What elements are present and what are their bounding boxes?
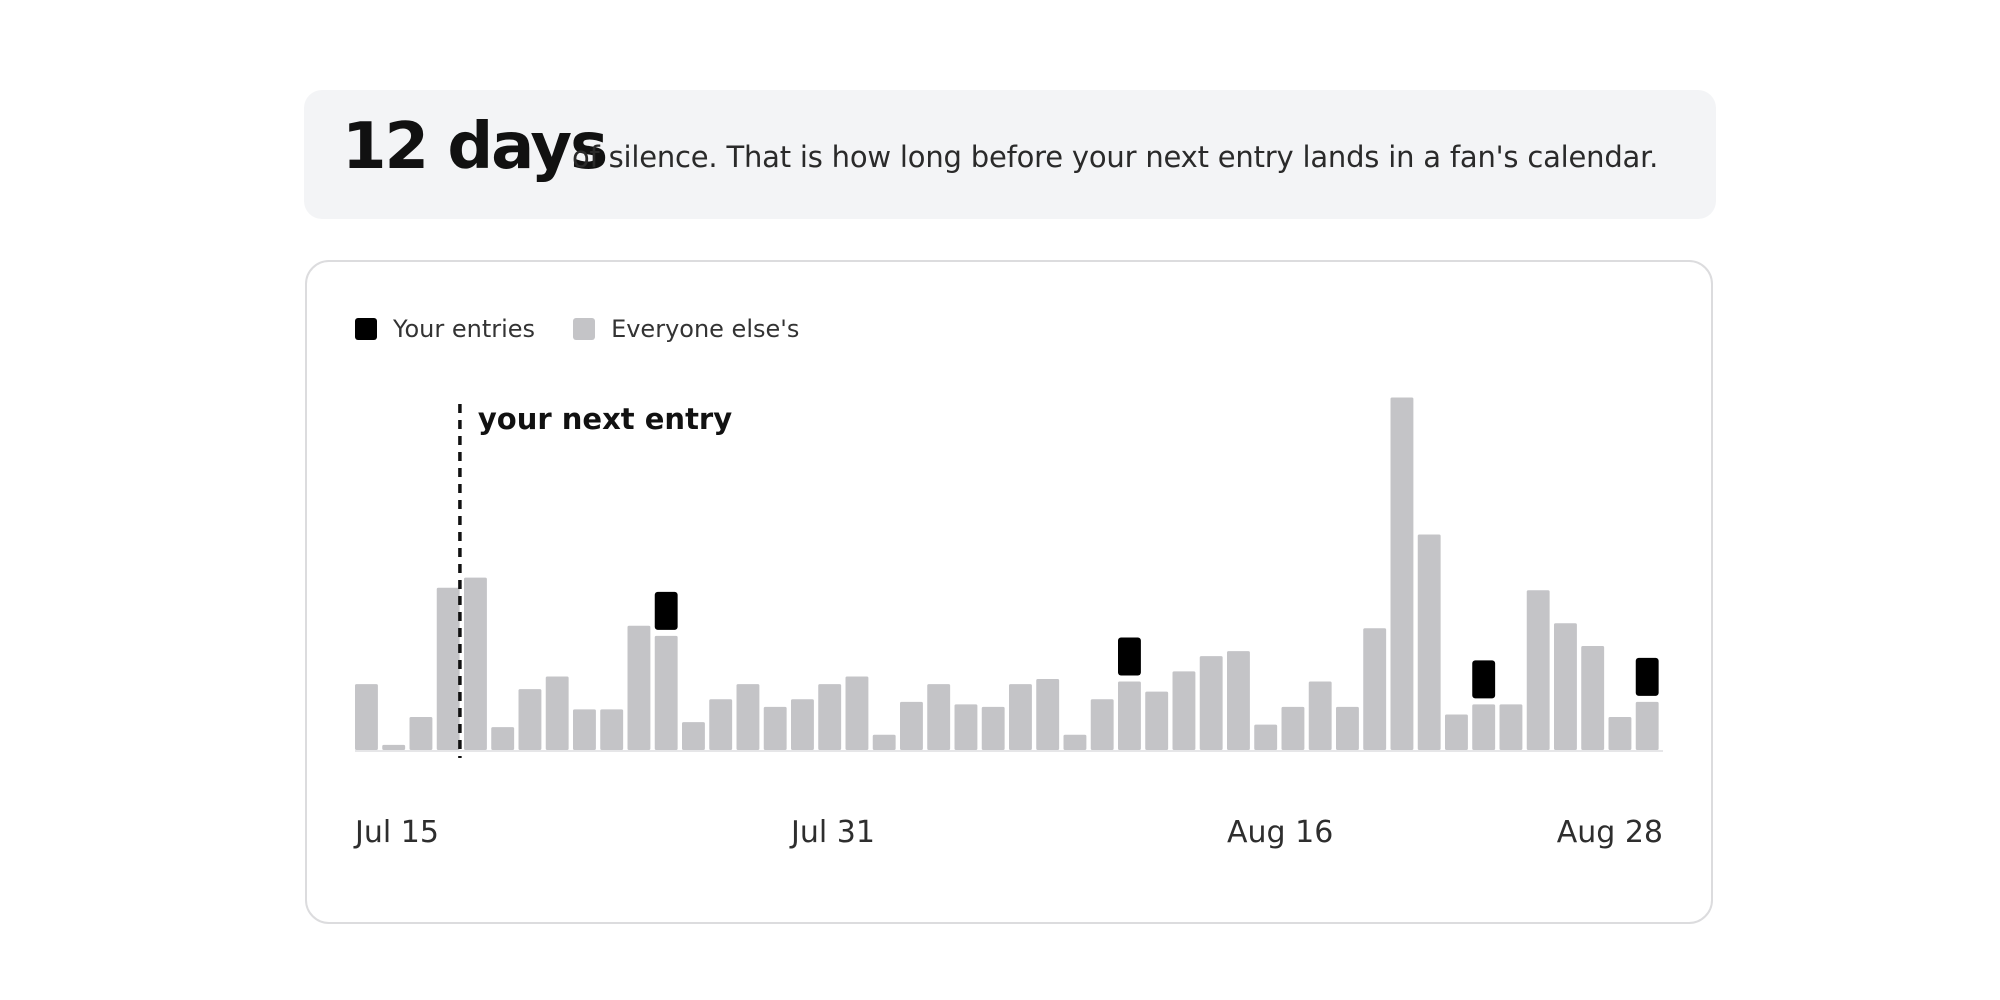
legend-swatch-your-entries [355, 318, 377, 340]
legend-item-everyone-else: Everyone else's [573, 315, 799, 343]
bar-everyone-else [791, 699, 814, 750]
bar-everyone-else [872, 734, 896, 750]
bar-everyone-else [1472, 704, 1496, 750]
bar-everyone-else [1635, 701, 1659, 750]
bar-everyone-else [1608, 717, 1632, 750]
bar-everyone-else [1009, 684, 1032, 750]
bar-everyone-else [518, 689, 542, 750]
bar-everyone-else [954, 704, 978, 750]
bar-everyone-else [1390, 397, 1414, 750]
x-tick-label: Jul 31 [789, 815, 875, 850]
bar-everyone-else [409, 717, 433, 750]
bar-everyone-else [1581, 646, 1605, 750]
bar-everyone-else [1145, 691, 1169, 750]
bar-your-entry [654, 591, 678, 630]
x-tick-label: Aug 16 [1227, 815, 1333, 850]
next-entry-annotation: your next entry [478, 402, 732, 436]
legend-item-your-entries: Your entries [355, 315, 535, 343]
bar-everyone-else [900, 701, 923, 750]
bar-everyone-else [600, 709, 624, 750]
bar-everyone-else [763, 706, 787, 750]
legend-label-everyone-else: Everyone else's [611, 315, 800, 343]
x-tick-label: Aug 28 [1557, 815, 1663, 850]
bar-everyone-else [1199, 656, 1223, 750]
bar-everyone-else [436, 587, 460, 750]
legend-swatch-everyone-else [573, 318, 596, 340]
chart-legend: Your entries Everyone else's [355, 315, 837, 343]
bar-your-entry [1118, 637, 1141, 676]
bar-everyone-else [709, 699, 733, 750]
bar-everyone-else [464, 577, 487, 750]
bar-everyone-else [573, 709, 596, 750]
bar-everyone-else [545, 676, 569, 750]
bar-chart: your next entry Jul 15 Jul 31 Aug 16 Aug 28 [353, 397, 1663, 850]
bar-everyone-else [845, 676, 869, 750]
bar-your-entry [1472, 660, 1496, 699]
days-count: 12 days [342, 110, 608, 184]
x-tick-label: Jul 15 [353, 815, 439, 850]
bar-everyone-else [1526, 590, 1550, 750]
bar-everyone-else [1227, 651, 1250, 750]
bar-everyone-else [1363, 628, 1387, 750]
bar-everyone-else [1445, 714, 1468, 750]
bar-everyone-else [1417, 534, 1441, 750]
bar-everyone-else [1554, 623, 1577, 750]
bar-everyone-else [1063, 734, 1087, 750]
bar-everyone-else [627, 625, 651, 750]
bar-everyone-else [1336, 706, 1359, 750]
banner-description: of silence. That is how long before your… [572, 140, 1659, 174]
bar-everyone-else [736, 684, 760, 750]
bar-everyone-else [1118, 681, 1141, 750]
chart-card: Your entries Everyone else's your next e… [305, 260, 1713, 924]
summary-banner: 12 days of silence. That is how long bef… [304, 90, 1716, 219]
bar-everyone-else [927, 684, 951, 750]
bar-everyone-else [1499, 704, 1523, 750]
bar-everyone-else [491, 727, 515, 750]
bar-everyone-else [1090, 699, 1114, 750]
bar-everyone-else [682, 722, 705, 750]
bar-everyone-else [981, 706, 1005, 750]
bar-everyone-else [1172, 671, 1196, 750]
bar-everyone-else [1281, 706, 1305, 750]
bar-everyone-else [1036, 679, 1060, 750]
bar-everyone-else [654, 635, 678, 750]
bar-your-entry [1635, 657, 1659, 696]
bar-everyone-else [818, 684, 842, 750]
bar-everyone-else [382, 744, 406, 750]
bar-everyone-else [355, 684, 378, 750]
legend-label-your-entries: Your entries [393, 315, 536, 343]
bar-everyone-else [1308, 681, 1332, 750]
bar-everyone-else [1254, 724, 1278, 750]
